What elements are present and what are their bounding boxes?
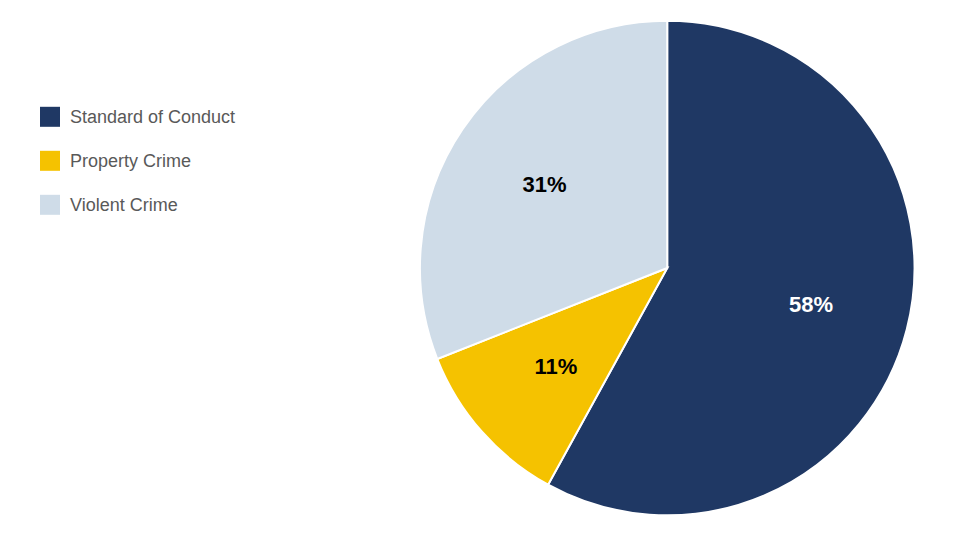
- pie-slice: [420, 21, 667, 359]
- data-labels: 58% 11% 31%: [522, 172, 832, 379]
- data-label: 11%: [535, 354, 578, 379]
- legend-label: Standard of Conduct: [70, 107, 235, 127]
- chart: 58% 11% 31% Standard of Conduct Property Cri…: [0, 0, 967, 536]
- legend-item: Standard of Conduct: [40, 107, 235, 127]
- data-label: 31%: [522, 172, 566, 197]
- legend-label: Property Crime: [70, 151, 191, 171]
- legend-swatch: [40, 151, 60, 171]
- legend-swatch: [40, 107, 60, 127]
- pie: [420, 21, 915, 516]
- legend-label: Violent Crime: [70, 195, 178, 215]
- legend: Standard of Conduct Property Crime Violent…: [40, 107, 235, 215]
- data-label: 58%: [789, 292, 833, 317]
- legend-item: Property Crime: [40, 151, 191, 171]
- legend-item: Violent Crime: [40, 195, 178, 215]
- legend-swatch: [40, 195, 60, 215]
